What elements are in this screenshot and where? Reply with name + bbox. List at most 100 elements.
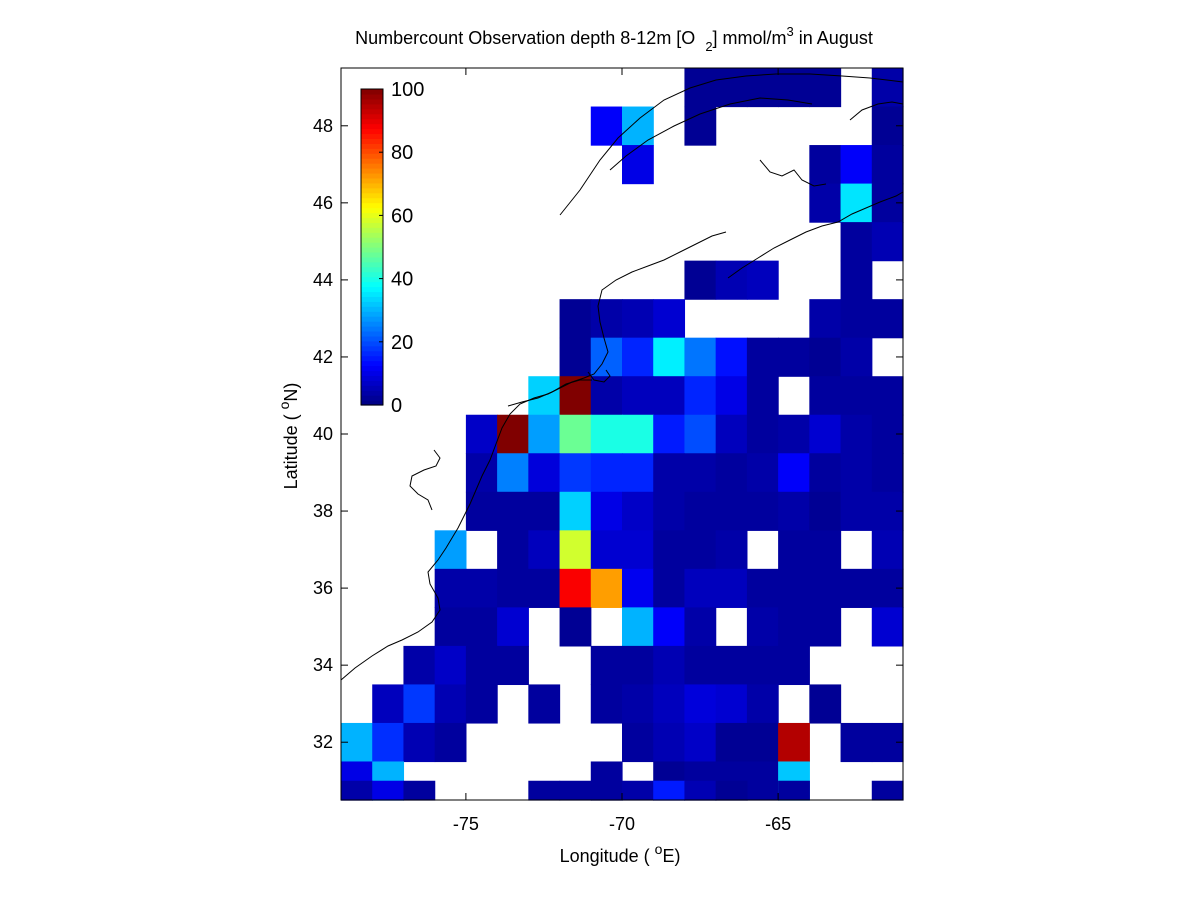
colorbar-step xyxy=(361,227,383,233)
heatmap-cell xyxy=(840,453,873,493)
heatmap-cell xyxy=(622,414,654,454)
heatmap-cell xyxy=(497,607,529,647)
y-tick-label: 46 xyxy=(313,193,333,213)
colorbar-step xyxy=(361,128,383,135)
x-label-degree: o xyxy=(655,841,663,857)
x-axis-label: Longitude ( oE) xyxy=(560,841,681,866)
x-label-pre: Longitude ( xyxy=(560,846,655,866)
colorbar-step xyxy=(361,276,383,283)
heatmap-cell xyxy=(871,222,904,262)
heatmap-cell xyxy=(590,299,623,339)
heatmap-cell xyxy=(778,530,810,570)
colorbar-step xyxy=(361,217,383,223)
colorbar-step xyxy=(361,108,383,115)
heatmap-cell xyxy=(559,453,592,493)
colorbar-step xyxy=(361,133,383,139)
heatmap-cell xyxy=(871,145,904,185)
heatmap-cell xyxy=(465,491,498,531)
heatmap-cell xyxy=(715,491,748,531)
colorbar-step xyxy=(361,311,383,317)
colorbar-step xyxy=(361,286,383,293)
colorbar-step xyxy=(361,212,383,218)
colorbar-step xyxy=(361,197,383,204)
heatmap-cell xyxy=(809,145,842,185)
colorbar-step xyxy=(361,256,383,263)
heatmap-cell xyxy=(715,722,748,763)
colorbar-step xyxy=(361,187,383,194)
heatmap-cell xyxy=(653,491,686,531)
colorbar-step xyxy=(361,237,383,243)
heatmap-cell xyxy=(746,568,779,608)
heatmap-cell xyxy=(465,568,498,608)
heatmap-cell xyxy=(684,607,717,647)
heatmap-cell xyxy=(871,453,904,493)
colorbar-step xyxy=(361,340,383,347)
heatmap-cell xyxy=(778,453,810,493)
heatmap-cell xyxy=(559,568,592,608)
heatmap-cell xyxy=(590,780,623,801)
heatmap-cell xyxy=(372,722,405,763)
heatmap-cell xyxy=(653,722,686,763)
heatmap-cell xyxy=(622,337,654,377)
colorbar-step xyxy=(361,251,383,258)
heatmap-cell xyxy=(871,607,904,647)
heatmap-cell xyxy=(528,568,561,608)
heatmap-cell xyxy=(715,376,748,416)
heatmap-cell xyxy=(559,491,592,531)
heatmap-cell xyxy=(559,337,592,377)
colorbar-step xyxy=(361,330,383,337)
colorbar-step xyxy=(361,400,383,406)
colorbar-tick-label: 20 xyxy=(391,332,413,354)
heatmap-cell xyxy=(465,453,498,493)
heatmap-cell xyxy=(871,68,904,108)
heatmap-cell xyxy=(809,607,842,647)
heatmap-cell xyxy=(528,491,561,531)
heatmap-cell xyxy=(465,607,498,647)
heatmap-cell xyxy=(778,780,810,801)
heatmap-cell xyxy=(590,491,623,531)
heatmap-cell xyxy=(840,183,873,223)
heatmap-cell xyxy=(528,414,561,454)
colorbar-step xyxy=(361,232,383,238)
heatmap-cell xyxy=(684,260,717,300)
colorbar-step xyxy=(361,375,383,381)
heatmap-cell xyxy=(809,453,842,493)
heatmap-cell xyxy=(372,684,405,724)
coastline-us-east xyxy=(340,231,727,681)
colorbar-step xyxy=(361,316,383,322)
coastline-gulf-north xyxy=(609,97,813,171)
heatmap-cell xyxy=(809,530,842,570)
y-tick-label: 32 xyxy=(313,732,333,752)
heatmap-cell xyxy=(809,376,842,416)
colorbar-tick-label: 60 xyxy=(391,205,413,227)
colorbar-tick-label: 40 xyxy=(391,269,413,291)
colorbar-step xyxy=(361,163,383,169)
heatmap-cell xyxy=(715,684,748,724)
colorbar-step xyxy=(361,172,383,179)
heatmap-cell xyxy=(809,299,842,339)
y-tick-label: 40 xyxy=(313,424,333,444)
heatmap-cell xyxy=(653,568,686,608)
heatmap-cell xyxy=(809,491,842,531)
heatmap-cell xyxy=(653,376,686,416)
heatmap-cell xyxy=(653,453,686,493)
colorbar-step xyxy=(361,98,383,105)
heatmap-cell xyxy=(434,722,467,763)
colorbar-step xyxy=(361,326,383,332)
heatmap-cell xyxy=(590,414,623,454)
heatmap-cell xyxy=(653,780,686,801)
x-tick-label: -75 xyxy=(453,814,479,834)
colorbar-step xyxy=(361,242,383,248)
heatmap-cell xyxy=(778,491,810,531)
coastline-nova-scotia xyxy=(727,191,904,279)
heatmap-cell xyxy=(653,414,686,454)
heatmap-cell xyxy=(840,299,873,339)
coastline-chesapeake xyxy=(409,449,441,511)
heatmap-cell xyxy=(746,761,779,801)
heatmap-cell xyxy=(840,260,873,300)
colorbar-step xyxy=(361,271,383,278)
heatmap-cell xyxy=(840,568,873,608)
colorbar-step xyxy=(361,192,383,199)
colorbar-step xyxy=(361,395,383,401)
